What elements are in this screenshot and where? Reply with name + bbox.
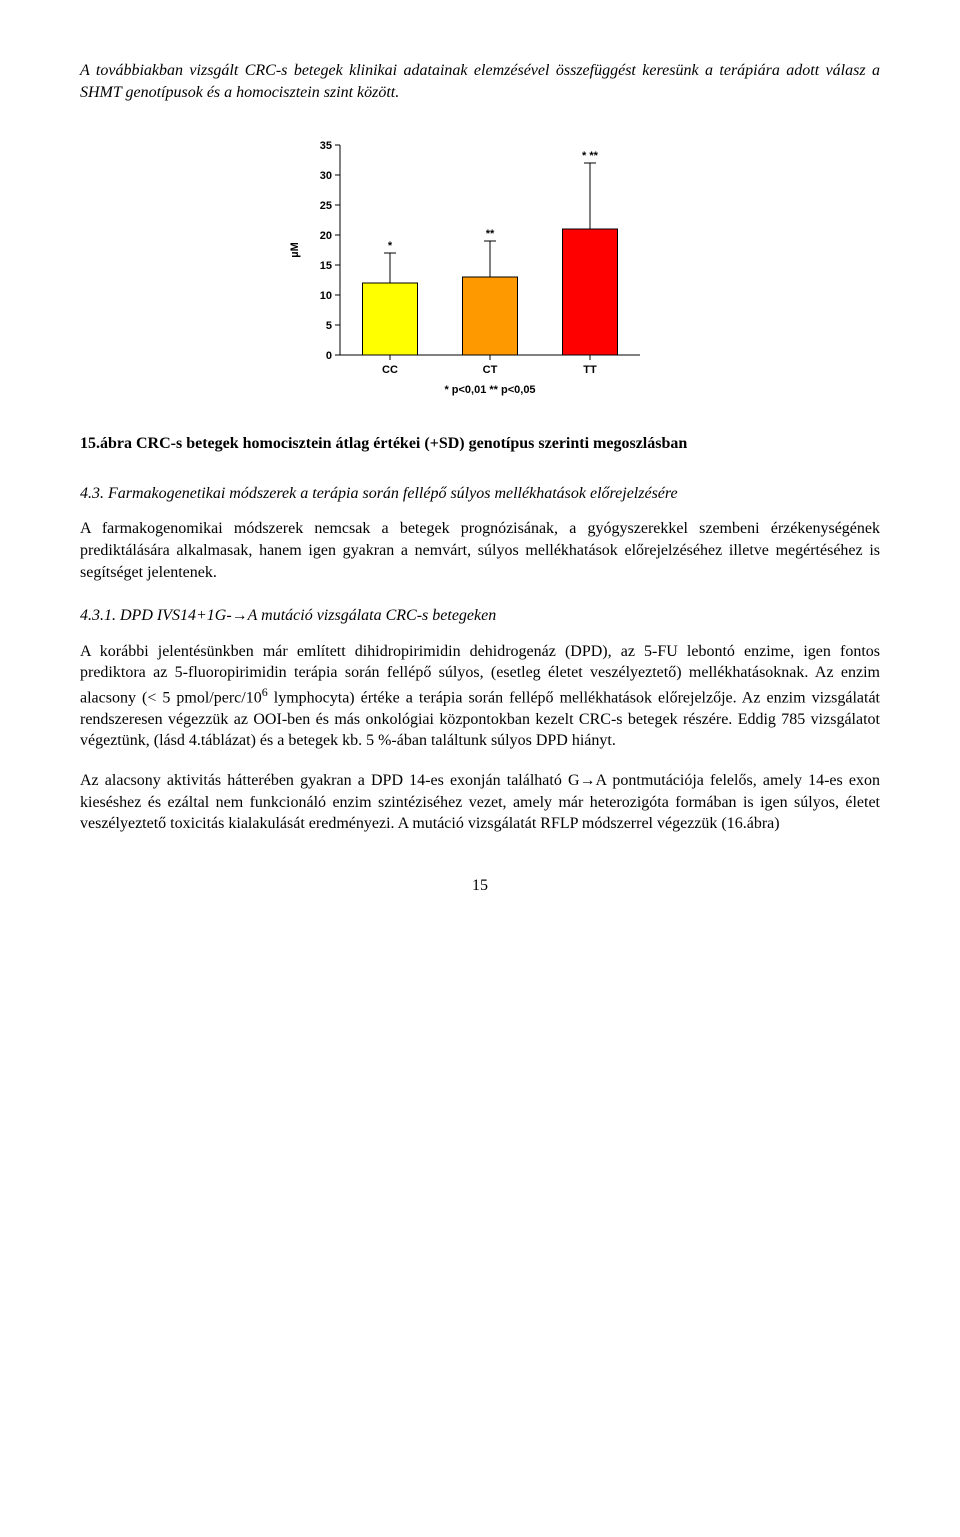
svg-text:30: 30 xyxy=(320,170,332,182)
svg-text:0: 0 xyxy=(326,350,332,362)
section-4-3-1-title-suffix: A mutáció vizsgálata CRC-s betegeken xyxy=(248,607,497,624)
svg-text:**: ** xyxy=(486,228,495,240)
svg-text:15: 15 xyxy=(320,260,332,272)
svg-text:20: 20 xyxy=(320,230,332,242)
svg-text:* p<0,01 ** p<0,05: * p<0,01 ** p<0,05 xyxy=(444,384,535,396)
svg-text:µM: µM xyxy=(289,242,301,258)
right-arrow-icon: → xyxy=(232,605,248,627)
bar-chart-svg: 0 5 10 15 20 25 30 35 µM * CC ** CT * ** TT * p<0,01 **… xyxy=(270,133,690,423)
right-arrow-icon: → xyxy=(580,770,596,792)
svg-text:TT: TT xyxy=(583,364,597,376)
section-4-3-1-title-prefix: 4.3.1. DPD IVS14+1G- xyxy=(80,607,232,624)
svg-text:CC: CC xyxy=(382,364,398,376)
p2-text-a: Az alacsony aktivitás hátterében gyakran… xyxy=(80,772,580,789)
section-4-3-title: 4.3. Farmakogenetikai módszerek a terápi… xyxy=(80,483,880,505)
figure-15-caption-text: 15.ábra CRC-s betegek homocisztein átlag… xyxy=(80,435,687,452)
svg-text:35: 35 xyxy=(320,140,332,152)
svg-text:* **: * ** xyxy=(582,150,599,162)
svg-text:25: 25 xyxy=(320,200,332,212)
section-4-3-1-title: 4.3.1. DPD IVS14+1G-→A mutáció vizsgálat… xyxy=(80,605,880,627)
section-4-3-body: A farmakogenomikai módszerek nemcsak a b… xyxy=(80,518,880,583)
svg-text:5: 5 xyxy=(326,320,332,332)
figure-15-chart: 0 5 10 15 20 25 30 35 µM * CC ** CT * ** TT * p<0,01 **… xyxy=(80,133,880,423)
section-4-3-1-paragraph-1: A korábbi jelentésünkben már említett di… xyxy=(80,641,880,752)
section-4-3-1-paragraph-2: Az alacsony aktivitás hátterében gyakran… xyxy=(80,770,880,835)
svg-text:*: * xyxy=(388,240,393,252)
svg-text:10: 10 xyxy=(320,290,332,302)
page-number: 15 xyxy=(80,875,880,897)
svg-text:CT: CT xyxy=(483,364,498,376)
figure-15-caption: 15.ábra CRC-s betegek homocisztein átlag… xyxy=(80,433,880,455)
intro-paragraph: A továbbiakban vizsgált CRC-s betegek kl… xyxy=(80,60,880,103)
